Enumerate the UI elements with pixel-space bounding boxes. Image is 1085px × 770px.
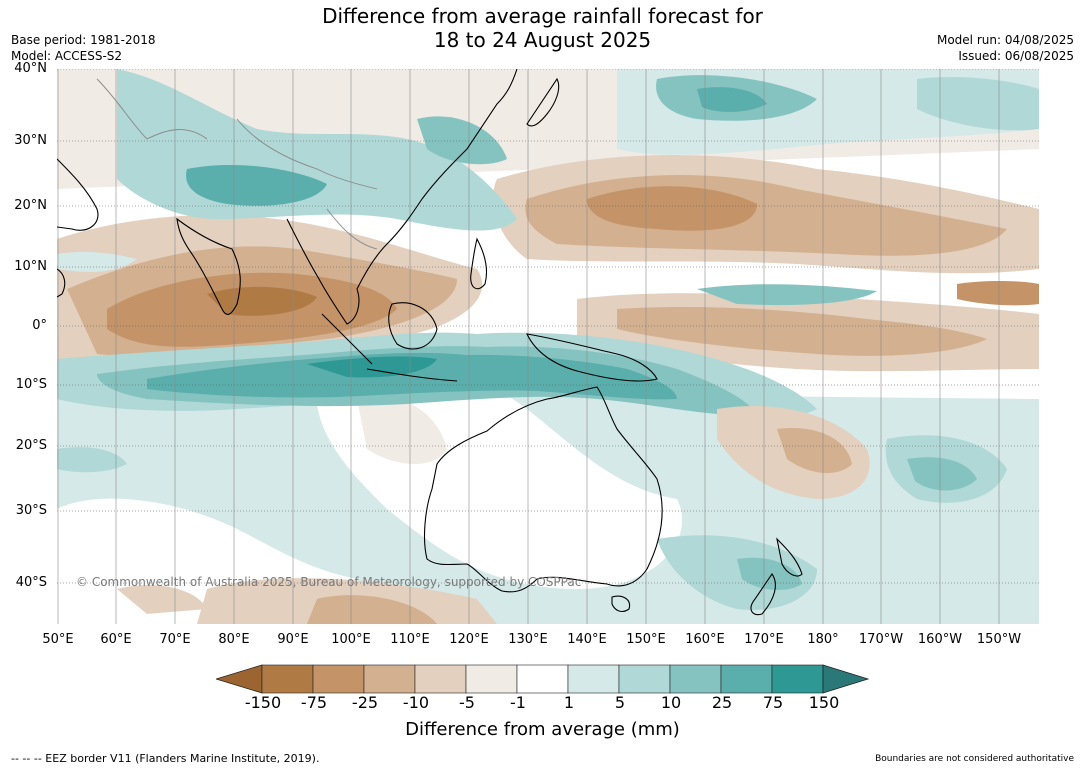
colorbar-swatch: [669, 664, 722, 694]
lon-label-150e: 150°E: [626, 632, 666, 647]
title-line-2: 18 to 24 August 2025: [433, 28, 652, 52]
lat-label-10s: 10°S: [15, 377, 47, 392]
colorbar-label: 25: [711, 693, 733, 712]
arabia-coast: [57, 158, 99, 231]
base-period: Base period: 1981-2018: [11, 33, 156, 47]
lat-label-0: 0°: [32, 318, 47, 333]
meta-left: Base period: 1981-2018 Model: ACCESS-S2: [11, 32, 156, 64]
meta-right: Model run: 04/08/2025 Issued: 06/08/2025: [937, 32, 1074, 64]
colorbar: [216, 664, 870, 694]
colorbar-low-arrow: [216, 664, 263, 694]
colorbar-label: -75: [300, 693, 328, 712]
model-name: Model: ACCESS-S2: [11, 49, 123, 63]
colorbar-swatch: [312, 664, 365, 694]
lon-label-120e: 120°E: [449, 632, 489, 647]
colorbar-swatch: [261, 664, 314, 694]
lat-label-20s: 20°S: [15, 438, 47, 453]
india-coast: [176, 217, 241, 315]
colorbar-label: -25: [351, 693, 379, 712]
africa-coast: [57, 268, 66, 298]
colorbar-swatch: [771, 664, 824, 694]
map-title: Difference from average rainfall forecas…: [0, 4, 1085, 52]
colorbar-swatch: [567, 664, 620, 694]
copyright-notice: © Commonwealth of Australia 2025, Bureau…: [76, 575, 582, 589]
colorbar-label: 10: [660, 693, 682, 712]
java-coast: [366, 368, 458, 382]
lon-label-100e: 100°E: [331, 632, 371, 647]
australia-coast: [423, 386, 663, 593]
lon-label-60e: 60°E: [100, 632, 132, 647]
philippines-coast: [470, 237, 488, 290]
colorbar-swatch: [516, 664, 569, 694]
lat-label-10n: 10°N: [14, 259, 47, 274]
colorbar-label: 75: [762, 693, 784, 712]
lon-label-70e: 70°E: [159, 632, 191, 647]
lon-label-170e: 170°E: [744, 632, 784, 647]
lon-label-130e: 130°E: [508, 632, 548, 647]
lon-label-110e: 110°E: [390, 632, 430, 647]
sumatra-coast: [321, 313, 373, 365]
lat-label-20n: 20°N: [14, 198, 47, 213]
colorbar-label: -1: [510, 693, 526, 712]
eez-border-note: -- -- -- EEZ border V11 (Flanders Marine…: [11, 752, 320, 765]
new-guinea-coast: [526, 333, 658, 382]
colorbar-title: Difference from average (mm): [405, 719, 680, 740]
lon-label-140e: 140°E: [567, 632, 607, 647]
borders: [96, 78, 378, 250]
anomaly-field: [57, 69, 1039, 624]
colorbar-label: -5: [459, 693, 475, 712]
colorbar-high-arrow: [822, 664, 870, 694]
lat-label-30s: 30°S: [15, 503, 47, 518]
tasmania-coast: [611, 595, 631, 613]
japan-coast: [526, 77, 560, 127]
colorbar-swatch: [414, 664, 467, 694]
lat-label-30n: 30°N: [14, 133, 47, 148]
china-coast: [421, 69, 518, 200]
title-line-1: Difference from average rainfall forecas…: [322, 4, 763, 28]
lat-label-40n: 40°N: [14, 61, 47, 76]
coastlines: [57, 69, 803, 616]
southeast-asia-coast: [286, 198, 423, 325]
colorbar-swatch: [363, 664, 416, 694]
boundary-disclaimer: Boundaries are not considered authoritat…: [875, 754, 1074, 764]
lon-label-160e: 160°E: [685, 632, 725, 647]
lon-label-170w: 170°W: [858, 632, 904, 647]
rainfall-map: [57, 69, 1039, 624]
lon-label-150w: 150°W: [976, 632, 1022, 647]
new-zealand-coast: [750, 537, 803, 616]
lon-label-90e: 90°E: [277, 632, 309, 647]
lon-label-180: 180°: [807, 632, 839, 647]
colorbar-label: 1: [563, 693, 575, 712]
colorbar-label: 5: [614, 693, 626, 712]
colorbar-swatch: [465, 664, 518, 694]
lon-label-160w: 160°W: [917, 632, 963, 647]
lat-label-40s: 40°S: [15, 575, 47, 590]
colorbar-swatch: [720, 664, 773, 694]
meridians: [57, 69, 1000, 624]
colorbar-label: -150: [244, 693, 282, 712]
lon-label-80e: 80°E: [218, 632, 250, 647]
issued-date: Issued: 06/08/2025: [958, 49, 1074, 63]
borneo-coast: [388, 302, 438, 350]
colorbar-swatch: [618, 664, 671, 694]
lon-label-50e: 50°E: [42, 632, 74, 647]
colorbar-label: 150: [808, 693, 840, 712]
model-run: Model run: 04/08/2025: [936, 33, 1074, 47]
colorbar-label: -10: [402, 693, 430, 712]
